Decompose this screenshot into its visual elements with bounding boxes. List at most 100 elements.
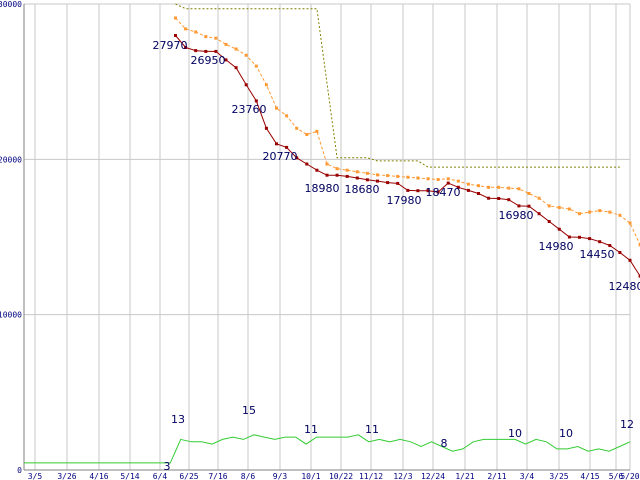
series-1-point [335, 167, 339, 171]
series-line-3 [24, 434, 631, 464]
data-label: 11 [365, 423, 379, 436]
series-1-point [295, 126, 299, 130]
series-0-point [325, 173, 329, 177]
series-0-point [376, 179, 379, 183]
series-0-point [224, 58, 228, 62]
series-line-2 [175, 3, 620, 168]
series-1-point [446, 177, 450, 181]
series-1-point [578, 212, 581, 216]
x-tick-label: 2/11 [487, 472, 506, 480]
series-0-point [365, 178, 369, 182]
data-label: 11 [304, 423, 318, 436]
series-0-point [557, 227, 561, 231]
series-1-point [204, 35, 208, 39]
series-0-point [608, 244, 612, 247]
x-tick-label: 4/16 [89, 472, 108, 480]
series-1-point [547, 204, 551, 208]
series-1-point [497, 185, 501, 189]
series-0-point [345, 174, 349, 178]
data-label: 14450 [580, 248, 615, 261]
x-tick-label: 6/4 [153, 472, 168, 480]
series-0-point [638, 274, 640, 278]
series-1-point [598, 209, 602, 213]
series-0-point [618, 251, 622, 254]
x-tick-label: 8/6 [241, 472, 256, 480]
chart-series [24, 3, 640, 464]
series-1-point [365, 171, 369, 175]
series-0-point [628, 258, 632, 262]
series-1-point [264, 83, 268, 87]
series-0-point [386, 181, 390, 185]
y-tick-label: 10000 [0, 311, 22, 320]
series-0-point [517, 204, 521, 208]
data-label: 18470 [426, 186, 461, 199]
series-0-point [254, 99, 258, 103]
x-tick-label: 5/14 [120, 472, 139, 480]
series-1-point [537, 196, 541, 200]
series-0-point [537, 212, 541, 216]
series-0-point [497, 197, 501, 200]
series-1-point [214, 36, 218, 40]
series-1-point [608, 210, 612, 214]
series-0-point [355, 176, 359, 180]
series-1-point [386, 174, 390, 178]
series-0-point [446, 181, 450, 185]
series-0-point [456, 185, 460, 189]
series-0-point [567, 235, 571, 239]
series-0-point [315, 168, 319, 172]
x-tick-label: 6/25 [179, 472, 198, 480]
series-0-point [396, 181, 400, 185]
series-1-point [426, 177, 430, 181]
series-0-point [194, 49, 198, 53]
x-tick-label: 5/6 [609, 472, 624, 480]
series-0-point [295, 156, 299, 160]
series-1-point [567, 207, 571, 211]
series-0-point [426, 189, 430, 193]
series-1-point [487, 185, 491, 189]
data-label: 27970 [153, 39, 188, 52]
data-label: 12480 [609, 280, 640, 293]
series-0-point [184, 46, 188, 49]
x-tick-label: 10/22 [329, 472, 353, 480]
series-0-point [588, 237, 592, 241]
series-1-point [557, 206, 561, 209]
series-1-point [355, 170, 359, 174]
x-tick-label: 3/26 [57, 472, 76, 480]
series-0-point [214, 49, 218, 53]
y-tick-label: 30000 [0, 0, 22, 9]
series-0-point [204, 49, 208, 53]
series-0-point [487, 196, 491, 200]
x-tick-label: 3/4 [520, 472, 535, 480]
series-1-point [466, 182, 470, 186]
series-0-point [466, 188, 470, 192]
x-tick-label: 3/5 [28, 472, 43, 480]
series-0-point [527, 204, 531, 208]
x-tick-label: 1/21 [455, 472, 474, 480]
series-1-point [456, 179, 460, 183]
data-label: 18980 [305, 182, 340, 195]
series-1-point [396, 174, 400, 178]
data-label: 14980 [539, 240, 574, 253]
series-1-point [638, 243, 640, 247]
series-1-point [436, 178, 440, 181]
series-0-point [477, 192, 480, 195]
data-label: 8 [441, 437, 448, 450]
series-0-point [264, 126, 268, 130]
data-label: 16980 [499, 209, 534, 222]
series-1-point [416, 176, 420, 180]
series-1-point [224, 42, 228, 46]
y-tick-label: 0 [17, 466, 22, 475]
x-tick-label: 3/25 [549, 472, 568, 480]
x-tick-label: 12/24 [421, 472, 445, 480]
data-label: 18680 [345, 183, 380, 196]
y-tick-label: 20000 [0, 155, 22, 164]
series-0-point [275, 142, 278, 146]
series-1-point [345, 168, 349, 172]
series-1-point [305, 133, 309, 136]
data-label: 3 [164, 460, 171, 473]
series-1-point [406, 175, 410, 179]
data-label: 20770 [263, 150, 298, 163]
series-1-point [507, 186, 511, 190]
series-0-point [335, 173, 339, 177]
series-1-point [275, 106, 278, 110]
